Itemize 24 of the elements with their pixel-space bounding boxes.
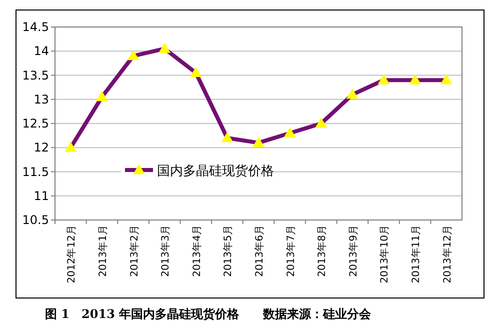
y-tick-label: 11.5 <box>22 164 49 179</box>
caption: 图 1 2013 年国内多晶硅现货价格 数据来源：硅业分会 <box>45 307 372 321</box>
y-tick-label: 13 <box>34 92 49 106</box>
x-tick-label: 2013年8月 <box>316 225 328 277</box>
x-tick-label: 2013年12月 <box>441 225 454 284</box>
x-tick-label: 2013年2月 <box>128 225 140 277</box>
x-tick-label: 2013年11月 <box>410 225 422 284</box>
x-tick-label: 2013年1月 <box>96 225 109 277</box>
x-tick-label: 2013年10月 <box>378 225 391 284</box>
y-tick-label: 13.5 <box>22 68 49 82</box>
legend-label: 国内多晶硅现货价格 <box>157 164 274 179</box>
x-tick-label: 2012年12月 <box>66 225 78 284</box>
x-tick-label: 2013年4月 <box>190 225 203 277</box>
y-tick-label: 12 <box>34 140 49 155</box>
y-tick-label: 14 <box>34 44 49 58</box>
y-tick-label: 14.5 <box>22 20 49 34</box>
y-tick-label: 12.5 <box>22 116 49 130</box>
x-tick-label: 2013年3月 <box>160 225 172 277</box>
x-tick-label: 2013年5月 <box>222 225 234 277</box>
x-tick-label: 2013年6月 <box>254 225 266 277</box>
y-tick-label: 10.5 <box>22 213 49 227</box>
y-tick-label: 11 <box>34 188 49 203</box>
x-tick-label: 2013年9月 <box>347 225 360 277</box>
x-tick-label: 2013年7月 <box>284 225 297 277</box>
